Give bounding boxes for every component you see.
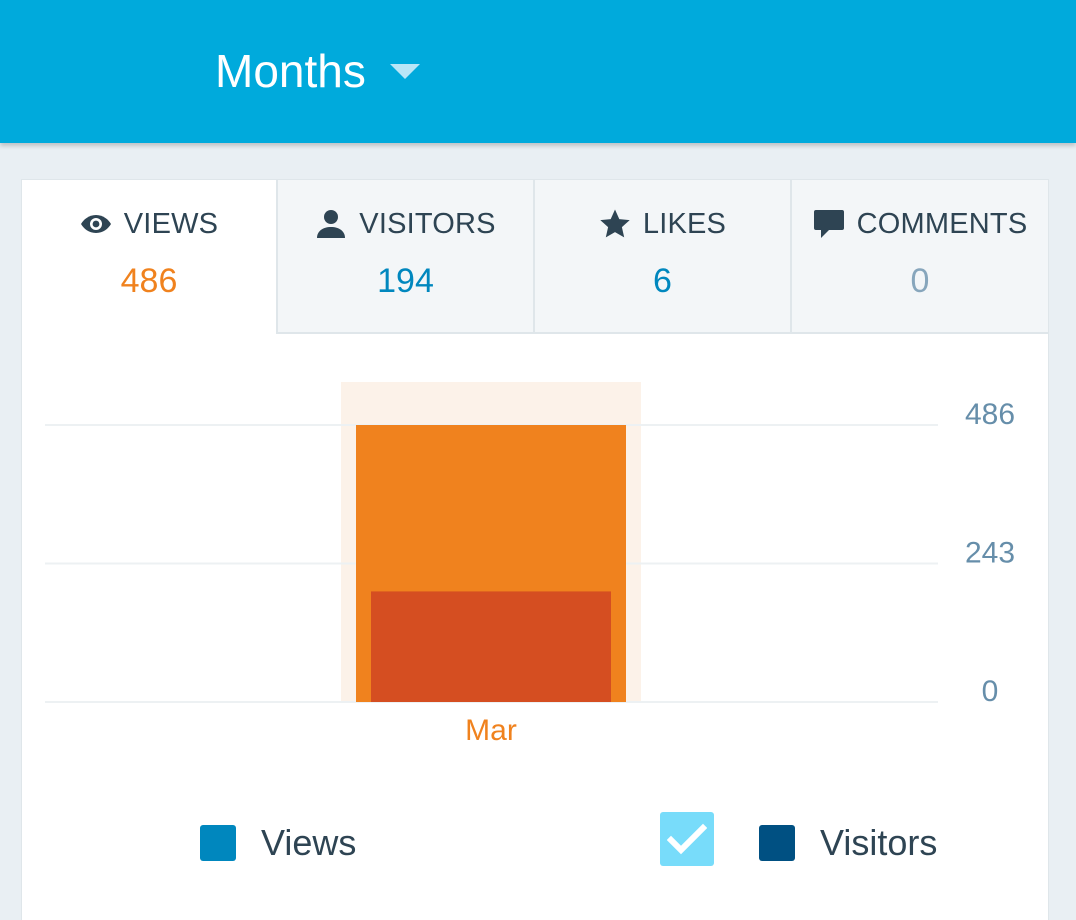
tab-likes-label: LIKES	[642, 207, 727, 240]
tab-visitors-label: VISITORS	[359, 207, 496, 240]
stats-chart: 486 243 0 Mar	[22, 335, 1048, 765]
bar-chart: 486 243 0 Mar	[45, 382, 1015, 747]
legend-views-swatch	[200, 825, 236, 861]
legend-views-label: Views	[261, 822, 357, 863]
tab-comments-value: 0	[910, 262, 930, 300]
tab-likes-value: 6	[653, 262, 672, 300]
tab-views[interactable]: VIEWS 486	[22, 180, 276, 336]
star-icon	[599, 208, 631, 240]
legend-visitors-swatch	[759, 825, 795, 861]
y-tick-label: 486	[965, 398, 1015, 431]
y-tick-label: 0	[982, 675, 999, 708]
stats-tabs: VIEWS 486 VISITORS 194	[22, 180, 1048, 336]
tab-visitors[interactable]: VISITORS 194	[276, 180, 533, 334]
x-tick-label: Mar	[465, 714, 517, 747]
checkmark-icon	[667, 823, 707, 855]
legend-visitors-label: Visitors	[820, 822, 938, 863]
stats-card: VIEWS 486 VISITORS 194	[22, 180, 1048, 920]
y-tick-label: 243	[965, 537, 1015, 570]
tab-views-value: 486	[120, 262, 178, 300]
visitors-toggle-checkbox[interactable]	[660, 812, 714, 866]
eye-icon	[80, 214, 112, 234]
tab-comments-label: COMMENTS	[856, 207, 1028, 240]
chart-legend: Views Visitors	[22, 800, 1048, 880]
period-dropdown[interactable]: Months	[215, 40, 420, 102]
tab-views-label: VIEWS	[123, 207, 219, 240]
legend-views[interactable]: Views	[200, 822, 356, 864]
bar-visitors-mar	[371, 591, 611, 702]
legend-visitors[interactable]: Visitors	[759, 822, 937, 864]
period-label: Months	[215, 45, 366, 97]
tab-visitors-value: 194	[377, 262, 434, 300]
tab-comments[interactable]: COMMENTS 0	[790, 180, 1048, 334]
chevron-down-icon	[389, 63, 420, 79]
top-bar: Months	[0, 0, 1076, 143]
person-icon	[315, 208, 347, 240]
comment-icon	[813, 208, 845, 240]
tab-likes[interactable]: LIKES 6	[533, 180, 790, 334]
